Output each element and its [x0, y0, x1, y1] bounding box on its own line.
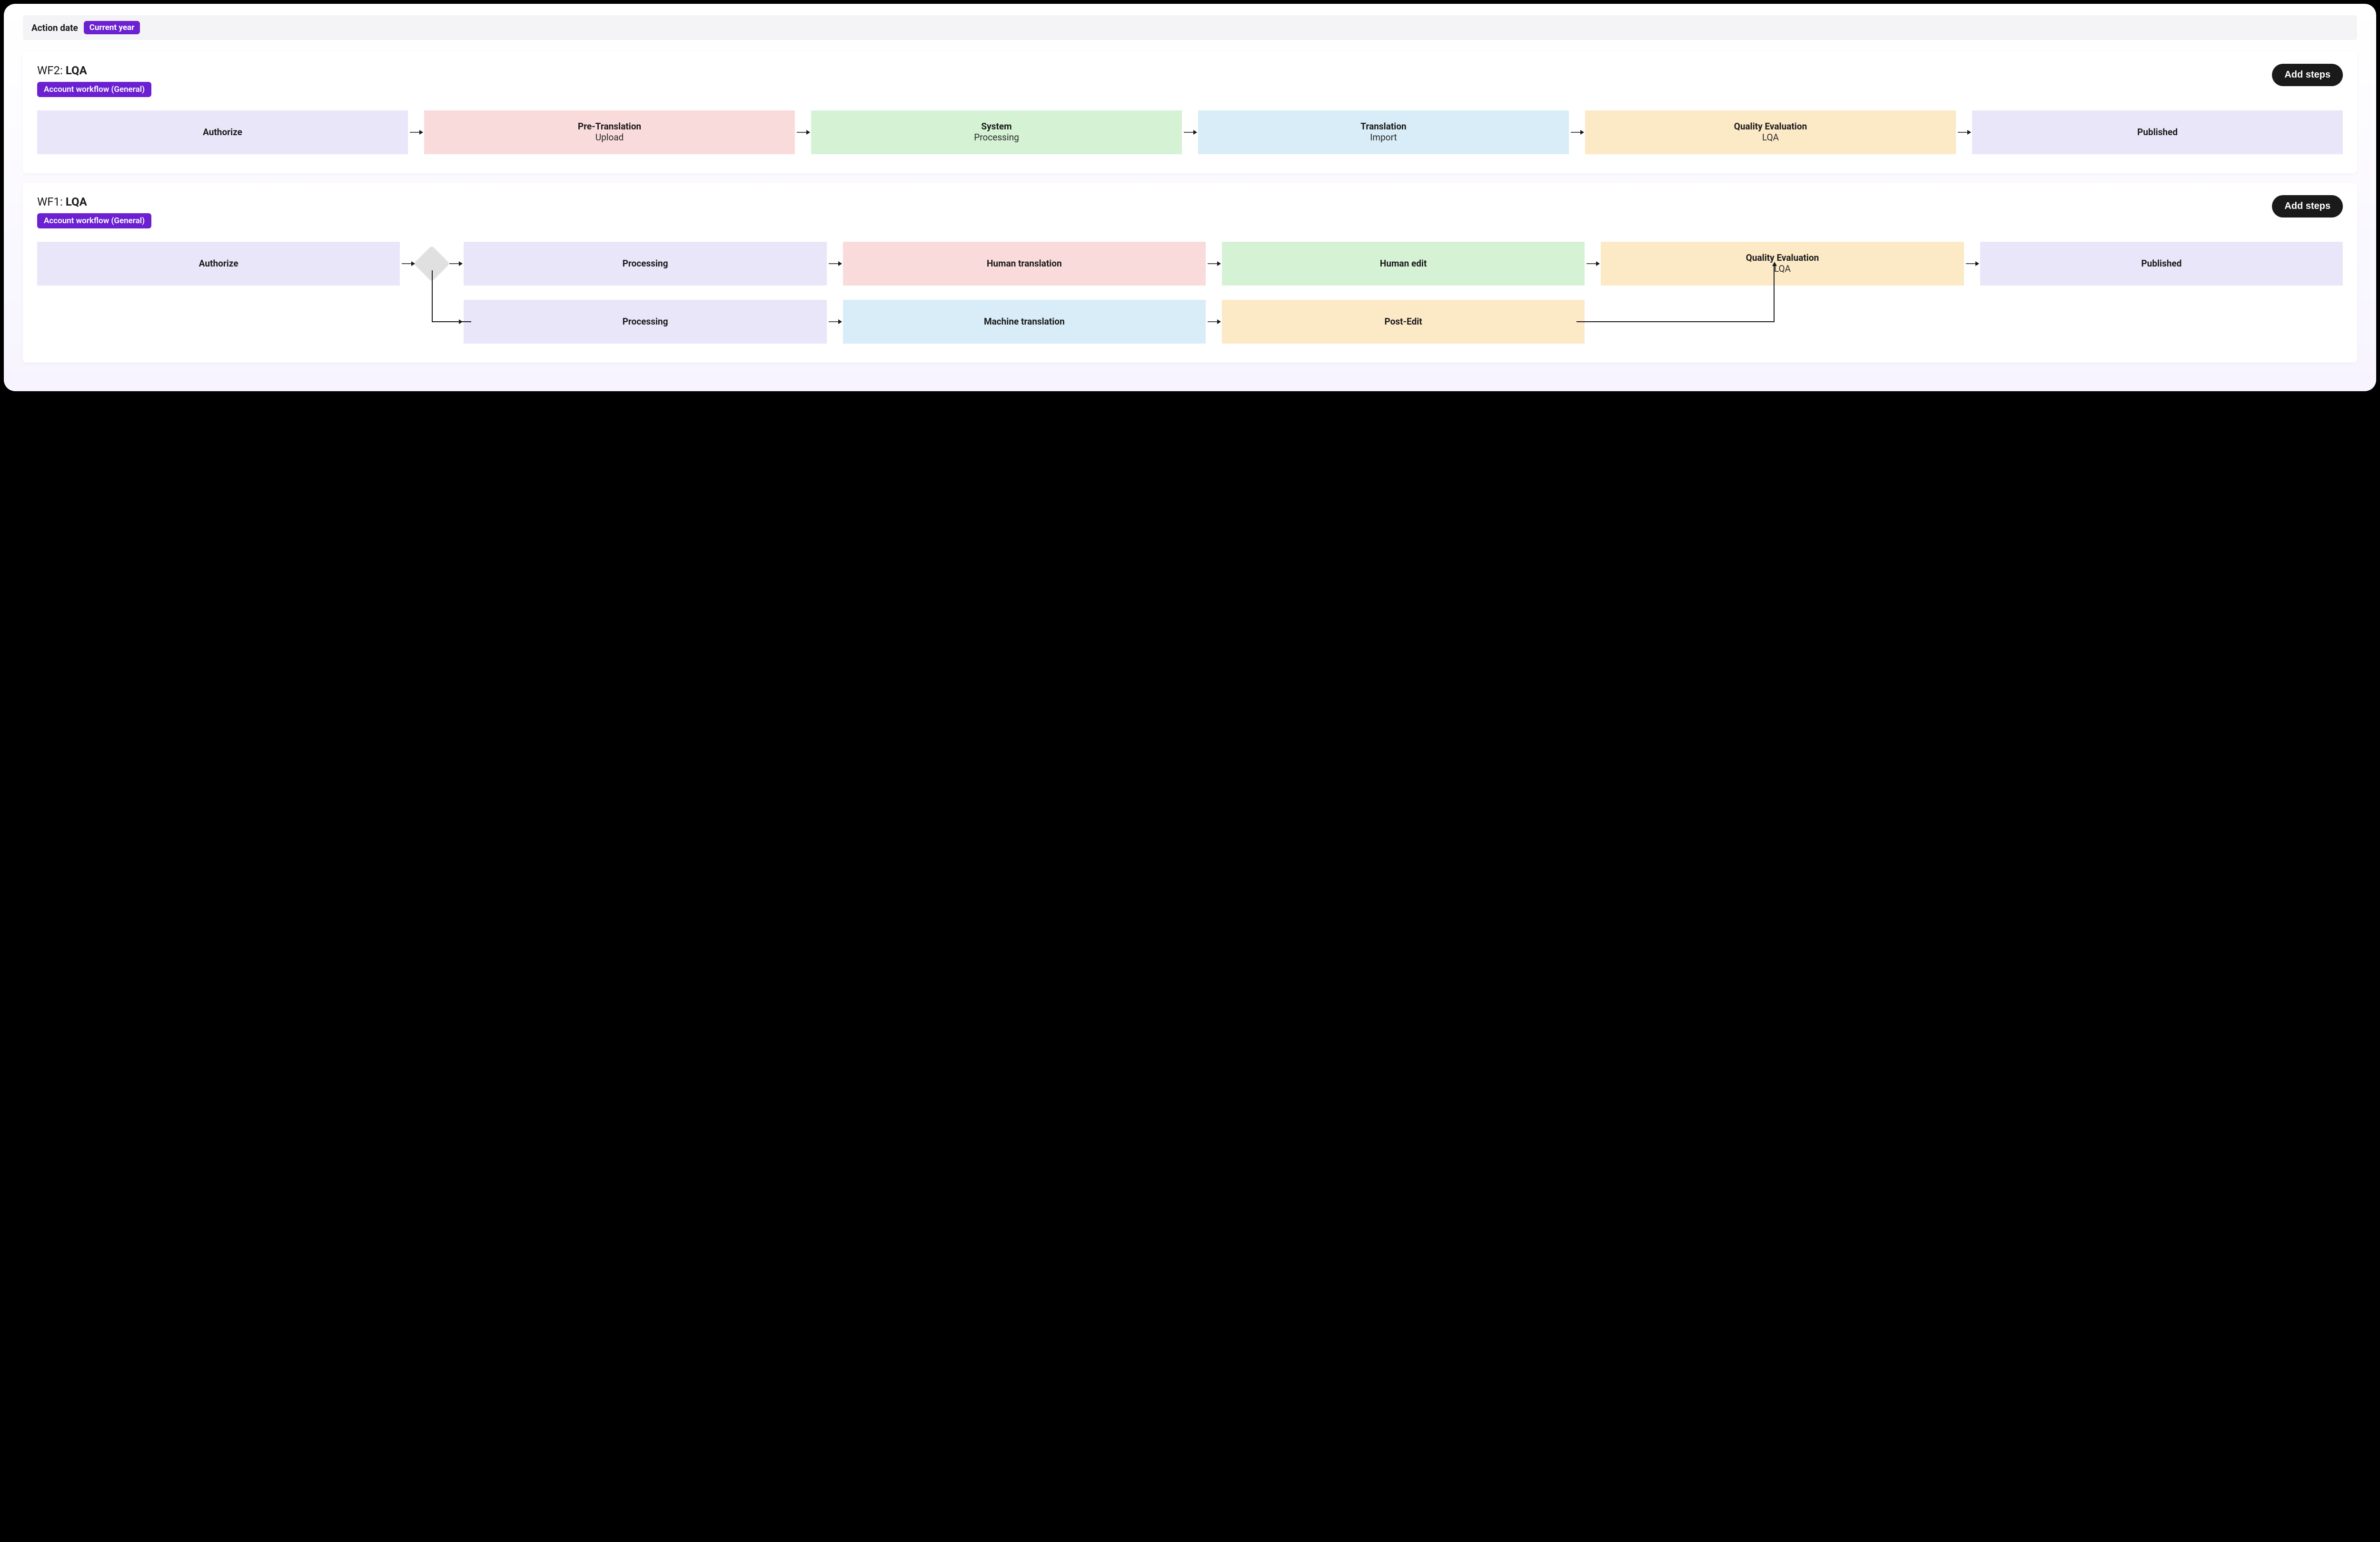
workflow-steps-row: Authorize Pre-Translation Upload System … [37, 110, 2343, 154]
step-human-edit[interactable]: Human edit [1222, 242, 1585, 286]
arrow-icon [1206, 318, 1222, 325]
arrow-icon [1569, 129, 1585, 136]
step-title: Translation [1360, 121, 1406, 132]
workflow-tag[interactable]: Account workflow (General) [37, 82, 151, 97]
step-title: Machine translation [984, 316, 1065, 327]
workflow-prefix: WF2: [37, 64, 63, 77]
step-authorize[interactable]: Authorize [37, 110, 408, 154]
step-pre-translation[interactable]: Pre-Translation Upload [424, 110, 795, 154]
filter-value-pill[interactable]: Current year [84, 21, 140, 34]
arrow-icon [1956, 129, 1972, 136]
step-human-translation[interactable]: Human translation [843, 242, 1206, 286]
arrow-icon [1182, 129, 1198, 136]
step-title: Processing [623, 258, 668, 269]
step-processing-bottom[interactable]: Processing [464, 300, 826, 344]
step-machine-translation[interactable]: Machine translation [843, 300, 1206, 344]
step-system[interactable]: System Processing [811, 110, 1182, 154]
workflow-card-wf2: WF2: LQA Account workflow (General) Add … [23, 51, 2357, 173]
step-title: Authorize [203, 127, 242, 138]
step-post-edit[interactable]: Post-Edit [1222, 300, 1585, 344]
arrow-icon [400, 260, 416, 267]
step-title: Post-Edit [1385, 316, 1422, 327]
page-container: Action date Current year WF2: LQA Accoun… [4, 4, 2376, 391]
step-translation[interactable]: Translation Import [1198, 110, 1569, 154]
workflow-title-group: WF1: LQA Account workflow (General) [37, 195, 151, 228]
workflow-card-wf1: WF1: LQA Account workflow (General) Add … [23, 183, 2357, 363]
arrow-icon [408, 129, 424, 136]
step-title: Pre-Translation [578, 121, 641, 132]
step-quality-evaluation[interactable]: Quality Evaluation LQA [1585, 110, 1956, 154]
workflow-title-group: WF2: LQA Account workflow (General) [37, 64, 151, 97]
branch-merge-connector [1585, 300, 1964, 344]
workflow-name: LQA [66, 64, 87, 77]
step-subtitle: LQA [1762, 132, 1779, 143]
step-title: Processing [623, 316, 668, 327]
arrow-icon [1585, 260, 1601, 267]
arrow-icon [447, 260, 464, 267]
step-subtitle: Import [1370, 132, 1397, 143]
step-published[interactable]: Published [1980, 242, 2343, 286]
step-quality-evaluation[interactable]: Quality Evaluation LQA [1601, 242, 1964, 286]
workflow-title: WF1: LQA [37, 195, 151, 208]
workflow-header: WF1: LQA Account workflow (General) Add … [37, 195, 2343, 228]
step-published[interactable]: Published [1972, 110, 2343, 154]
add-steps-button[interactable]: Add steps [2272, 64, 2343, 86]
workflow-branch-grid: Authorize Processing Human translation H… [37, 242, 2343, 344]
step-title: Human translation [987, 258, 1062, 269]
workflow-prefix: WF1: [37, 195, 63, 208]
branch-down-connector [416, 300, 447, 344]
step-title: Quality Evaluation [1734, 121, 1807, 132]
workflow-title: WF2: LQA [37, 64, 151, 77]
step-title: System [981, 121, 1012, 132]
step-title: Authorize [199, 258, 238, 269]
arrow-icon [827, 260, 843, 267]
arrow-icon [827, 318, 843, 325]
arrow-up-icon [1772, 262, 1777, 266]
step-subtitle: Processing [974, 132, 1019, 143]
arrow-icon [795, 129, 811, 136]
step-title: Published [2141, 258, 2182, 269]
step-processing-top[interactable]: Processing [464, 242, 826, 286]
workflow-header: WF2: LQA Account workflow (General) Add … [37, 64, 2343, 97]
step-title: Published [2137, 127, 2178, 138]
filter-bar: Action date Current year [23, 15, 2357, 40]
step-title: Human edit [1380, 258, 1427, 269]
workflow-tag[interactable]: Account workflow (General) [37, 213, 151, 228]
arrow-icon [1964, 260, 1980, 267]
step-title: Quality Evaluation [1746, 253, 1819, 264]
workflow-name: LQA [66, 195, 87, 208]
add-steps-button[interactable]: Add steps [2272, 195, 2343, 217]
arrow-icon [1206, 260, 1222, 267]
step-authorize[interactable]: Authorize [37, 242, 400, 286]
step-subtitle: Upload [595, 132, 624, 143]
filter-label: Action date [31, 22, 78, 33]
